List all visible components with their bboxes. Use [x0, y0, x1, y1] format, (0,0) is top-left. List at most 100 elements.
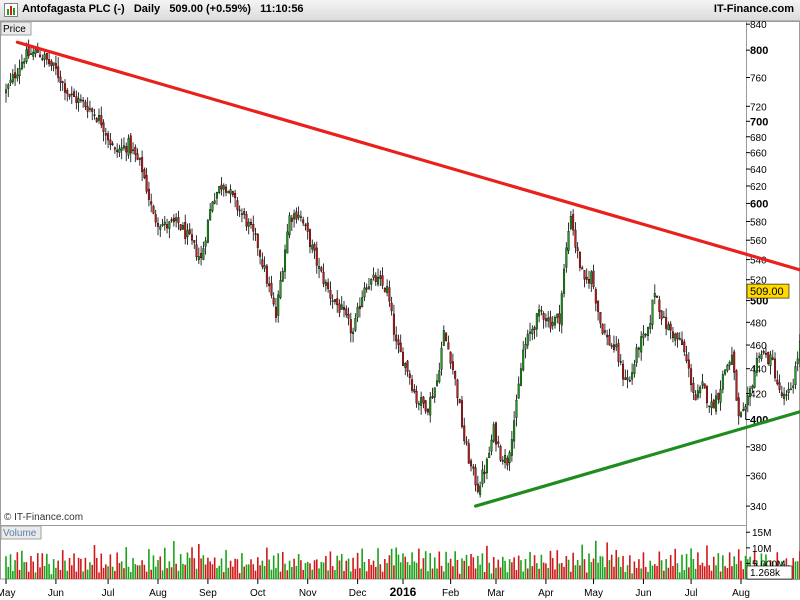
candle-body: [392, 313, 395, 335]
candle-body: [567, 231, 570, 251]
candle-body: [88, 108, 91, 110]
candle-body: [59, 76, 62, 84]
volume-bar: [259, 565, 261, 579]
volume-bar: [80, 558, 82, 579]
candle-body: [646, 327, 649, 336]
candle-body: [429, 397, 432, 416]
x-tick-label: Sep: [199, 588, 217, 599]
y-tick-label: 520: [750, 276, 767, 287]
volume-bar: [55, 567, 57, 579]
volume-bar: [483, 571, 486, 579]
y-tick-label: 500: [750, 296, 768, 308]
volume-bar: [352, 557, 354, 579]
candle-body: [433, 387, 436, 398]
volume-bar: [18, 569, 21, 579]
volume-bar: [622, 555, 624, 579]
volume-bar: [486, 545, 488, 579]
candle-body: [442, 330, 445, 346]
volume-bar: [467, 566, 470, 579]
candle-body: [331, 300, 334, 302]
volume-bar: [436, 568, 438, 579]
volume-bar: [132, 558, 134, 579]
volume-bar: [98, 572, 100, 579]
candle-body: [551, 321, 554, 326]
volume-bar: [36, 553, 39, 579]
volume-bar: [374, 566, 377, 579]
candle-body: [499, 446, 502, 461]
volume-bar: [649, 560, 652, 579]
candle-body: [767, 352, 770, 364]
candle-body: [16, 74, 19, 79]
volume-bar: [354, 568, 357, 579]
volume-bar: [683, 570, 686, 579]
candle-body: [771, 357, 774, 360]
candle-body: [678, 337, 681, 341]
volume-bar: [461, 558, 463, 579]
volume-bar: [656, 565, 658, 579]
candle-body: [39, 54, 42, 58]
candle-body: [41, 58, 44, 60]
volume-bar: [499, 567, 502, 579]
candle-body: [538, 309, 541, 317]
candle-body: [519, 368, 522, 386]
volume-bar: [184, 564, 187, 579]
volume-bar: [492, 557, 495, 579]
volume-bar: [715, 565, 717, 579]
candle-body: [134, 147, 137, 155]
candle-body: [726, 364, 729, 371]
candle-body: [302, 219, 305, 224]
volume-bar: [565, 556, 568, 579]
candle-body: [681, 339, 684, 346]
candle-body: [338, 303, 341, 313]
volume-bar: [443, 571, 445, 579]
candle-body: [145, 175, 148, 192]
candle-body: [549, 316, 552, 329]
candle-body: [547, 317, 550, 322]
volume-bar: [32, 561, 35, 579]
volume-bar: [48, 563, 50, 579]
volume-bar: [583, 559, 586, 579]
volume-bar: [266, 547, 268, 579]
volume-bar: [479, 564, 481, 579]
candle-body: [610, 345, 613, 347]
candle-body: [431, 396, 434, 399]
volume-bar: [424, 551, 427, 579]
volume-bar: [753, 550, 756, 579]
candle-body: [417, 403, 420, 405]
volume-bar: [25, 562, 28, 579]
candle-body: [179, 224, 182, 230]
candle-body: [483, 471, 486, 475]
candle-body: [154, 214, 157, 223]
volume-bar: [270, 569, 273, 579]
volume-bar: [415, 562, 418, 579]
x-tick-label: Aug: [732, 588, 750, 599]
volume-bar: [488, 562, 490, 579]
volume-bar: [604, 567, 606, 579]
volume-bar: [52, 559, 55, 579]
volume-bar: [218, 565, 221, 579]
volume-bar: [606, 542, 608, 579]
candle-body: [252, 224, 255, 232]
volume-bar: [710, 570, 713, 579]
candle-body: [451, 361, 454, 370]
volume-bar: [336, 555, 339, 579]
volume-bar: [497, 559, 500, 579]
last-price-label: 509.00: [750, 286, 784, 298]
candle-body: [660, 310, 663, 320]
y-tick-label: 360: [750, 472, 767, 483]
candle-body: [436, 380, 439, 386]
candle-body: [572, 214, 575, 231]
candle-body: [181, 225, 184, 230]
volume-bar: [558, 563, 561, 579]
volume-bar: [356, 552, 359, 579]
candle-body: [708, 405, 711, 408]
candle-body: [268, 283, 271, 287]
volume-bar: [91, 564, 94, 579]
candle-body: [470, 460, 473, 467]
candle-body: [177, 217, 180, 224]
candle-body: [324, 281, 327, 286]
y-tick-label: 640: [750, 165, 767, 176]
watermark-text: © IT-Finance.com: [4, 512, 83, 523]
candle-body: [656, 295, 659, 298]
volume-bar: [674, 548, 677, 579]
